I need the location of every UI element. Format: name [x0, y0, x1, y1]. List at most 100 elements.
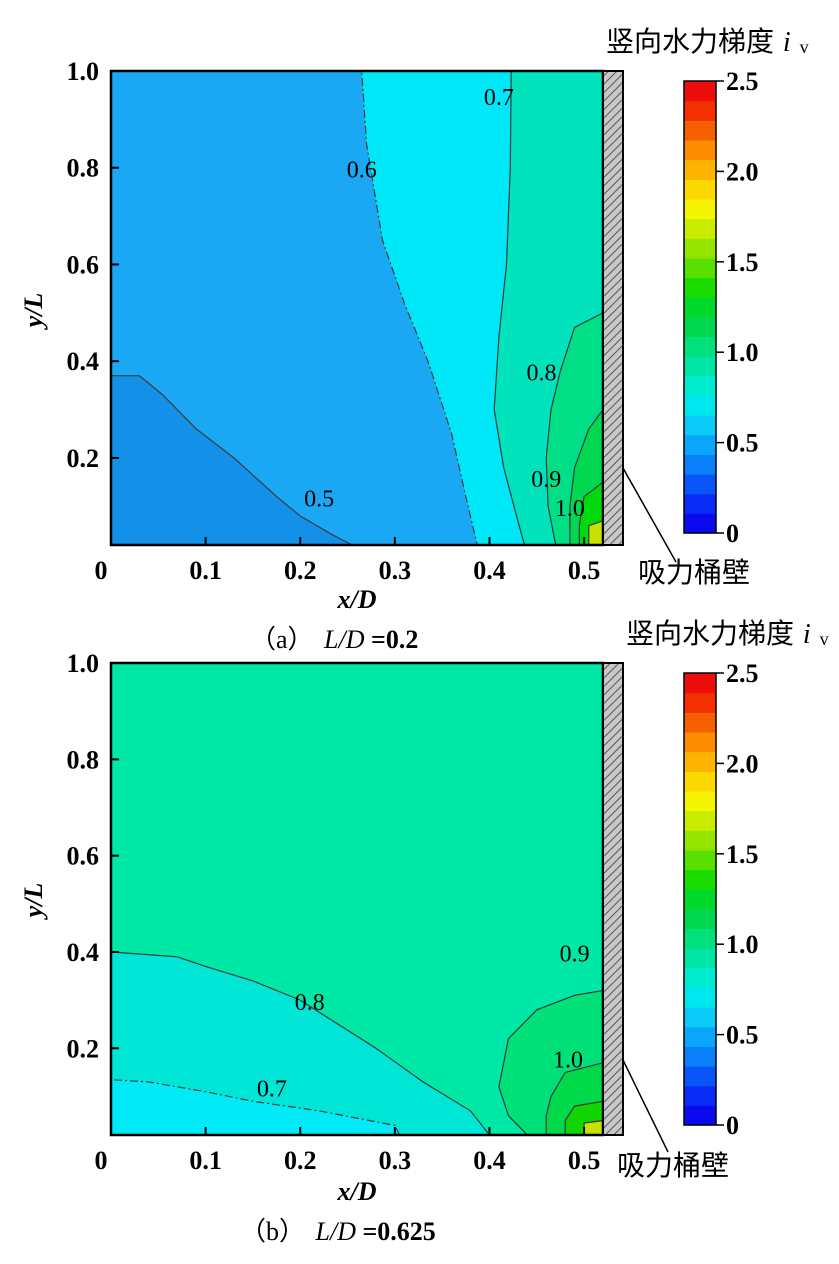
contour-region-a-7: [588, 520, 603, 545]
x-tick-label-b-4: 0.4: [473, 1146, 506, 1175]
colorbar-subscript-a: v: [800, 37, 809, 57]
colorbar-segment-a-9: [684, 336, 716, 357]
colorbar-tick-label-a-1: 2.0: [726, 157, 759, 186]
colorbar-segment-a-2: [684, 474, 716, 495]
colorbar-tick-label-a-3: 1.0: [726, 338, 759, 367]
x-tick-label-b-1: 0.1: [189, 1146, 222, 1175]
wall-label-b: 吸力桶壁: [617, 1149, 729, 1182]
x-tick-label-a-5: 0.5: [568, 556, 601, 585]
colorbar-segment-b-17: [684, 771, 716, 792]
colorbar-segment-b-1: [684, 1085, 716, 1106]
caption-ratio-value-b: =0.625: [362, 1217, 435, 1246]
colorbar-segment-a-7: [684, 375, 716, 397]
x-tick-label-b-0: 0: [95, 1146, 108, 1175]
colorbar-segment-b-4: [684, 1026, 716, 1047]
contour-labels-a: 0.5 0.6 0.7 0.8 0.9 1.0: [304, 85, 585, 522]
x-tick-label-a-0: 0: [95, 556, 108, 585]
colorbar-frame-b: [683, 672, 717, 1126]
caption-ratio-value-a: =0.2: [371, 625, 418, 654]
contour-label-a-1: 0.6: [347, 157, 377, 183]
contour-region-a-1: [111, 375, 353, 545]
caption-panel-label-b: （b）: [240, 1217, 305, 1246]
colorbar-tick-label-b-1: 2.0: [726, 749, 759, 778]
contour-label-b-2: 0.9: [560, 942, 590, 968]
colorbar-segment-b-5: [684, 1007, 716, 1028]
y-ticks-b: 1.0 0.8 0.6 0.4 0.2: [67, 649, 119, 1063]
colorbar-tick-label-b-2: 1.5: [726, 840, 759, 869]
caption-ratio-label-b: L/D: [315, 1217, 357, 1246]
colorbar-segment-b-8: [684, 948, 716, 969]
contour-line-b-2: [110, 1078, 401, 1136]
y-tick-label-a-1: 0.8: [67, 154, 100, 183]
y-axis-label-a: y/L: [19, 293, 48, 331]
colorbar-tick-label-a-4: 0.5: [726, 429, 759, 458]
contour-region-b-6: [584, 1120, 603, 1135]
contour-regions-b: [111, 663, 603, 1135]
x-ticks-b: 0 0.1 0.2 0.3 0.4 0.5: [95, 1127, 601, 1175]
colorbar-segment-a-0: [684, 513, 716, 534]
contour-line-b-1: [110, 951, 491, 1136]
colorbar-tick-label-b-5: 0: [726, 1111, 739, 1140]
contour-label-b-1: 0.8: [295, 990, 325, 1016]
colorbar-segment-b-13: [684, 849, 716, 871]
x-ticks-a: 0 0.1 0.2 0.3 0.4 0.5: [95, 537, 601, 585]
y-tick-label-b-3: 0.4: [67, 938, 100, 967]
x-tick-label-b-2: 0.2: [284, 1146, 317, 1175]
bucket-wall-a: [602, 70, 624, 546]
contour-regions-a: [111, 71, 603, 545]
colorbar-segment-a-6: [684, 395, 716, 416]
colorbar-segment-a-17: [684, 179, 716, 200]
wall-leader-line-a: [622, 467, 677, 563]
contour-labels-b: 0.7 0.8 0.9 1.0: [257, 942, 590, 1103]
caption-panel-label-a: （a）: [250, 625, 314, 654]
colorbar-tick-label-a-2: 1.5: [726, 248, 759, 277]
colorbar-tick-label-b-0: 2.5: [726, 659, 759, 688]
x-tick-label-a-2: 0.2: [284, 556, 317, 585]
colorbar-segment-b-14: [684, 830, 716, 851]
contour-line-a-2: [361, 70, 604, 546]
bucket-wall-b: [602, 662, 624, 1136]
contour-label-a-5: 1.0: [555, 496, 585, 522]
colorbar-segment-a-11: [684, 297, 716, 318]
colorbar-segment-a-4: [684, 434, 716, 455]
colorbar-segment-a-8: [684, 356, 716, 377]
colorbar-frame-a: [683, 80, 717, 534]
colorbar-segment-a-16: [684, 198, 716, 220]
caption-a: （a） L/D =0.2: [250, 625, 418, 654]
colorbar-segment-b-6: [684, 987, 716, 1008]
colorbar-segment-b-20: [684, 712, 716, 733]
contour-line-a-1: [110, 375, 353, 546]
contour-label-a-3: 0.8: [527, 361, 557, 387]
colorbar-tick-label-b-4: 0.5: [726, 1021, 759, 1050]
colorbar-segment-b-2: [684, 1066, 716, 1087]
colorbar-segment-a-5: [684, 415, 716, 436]
x-tick-label-b-3: 0.3: [379, 1146, 412, 1175]
colorbar-title-text-a: 竖向水力梯度: [606, 25, 774, 58]
colorbar-tick-label-a-0: 2.5: [726, 67, 759, 96]
x-tick-label-b-5: 0.5: [568, 1146, 601, 1175]
colorbar-segment-a-22: [684, 81, 716, 102]
x-axis-label-b: x/D: [337, 1177, 377, 1206]
colorbar-segment-a-1: [684, 493, 716, 514]
colorbar-segment-b-18: [684, 751, 716, 772]
x-tick-label-a-4: 0.4: [473, 556, 506, 585]
colorbar-tick-label-b-3: 1.0: [726, 930, 759, 959]
colorbar-segment-b-12: [684, 869, 716, 890]
colorbar-segment-b-0: [684, 1105, 716, 1126]
contour-label-a-0: 0.5: [304, 486, 334, 512]
colorbar-segment-b-3: [684, 1046, 716, 1067]
colorbar-title-text-b: 竖向水力梯度: [626, 617, 794, 650]
colorbar-segment-b-11: [684, 889, 716, 910]
colorbar-symbol-b: i: [803, 619, 811, 650]
colorbar-tick-label-a-5: 0: [726, 519, 739, 548]
colorbar-segment-a-10: [684, 316, 716, 338]
colorbar-symbol-a: i: [783, 27, 791, 58]
colorbar-title-b: 竖向水力梯度 i v: [626, 617, 829, 650]
colorbar-segment-b-22: [684, 673, 716, 694]
colorbar-segment-a-21: [684, 100, 716, 121]
colorbar-ticks-b: 2.5 2.0 1.5 1.0 0.5 0: [716, 659, 759, 1140]
colorbar-segment-b-21: [684, 692, 716, 713]
y-tick-label-b-2: 0.6: [67, 842, 100, 871]
panel-a: 0.50.60.70.80.91.0 1.00.80.60.40.2 0 0.1 0…: [19, 25, 809, 654]
wall-label-a: 吸力桶壁: [638, 556, 750, 589]
